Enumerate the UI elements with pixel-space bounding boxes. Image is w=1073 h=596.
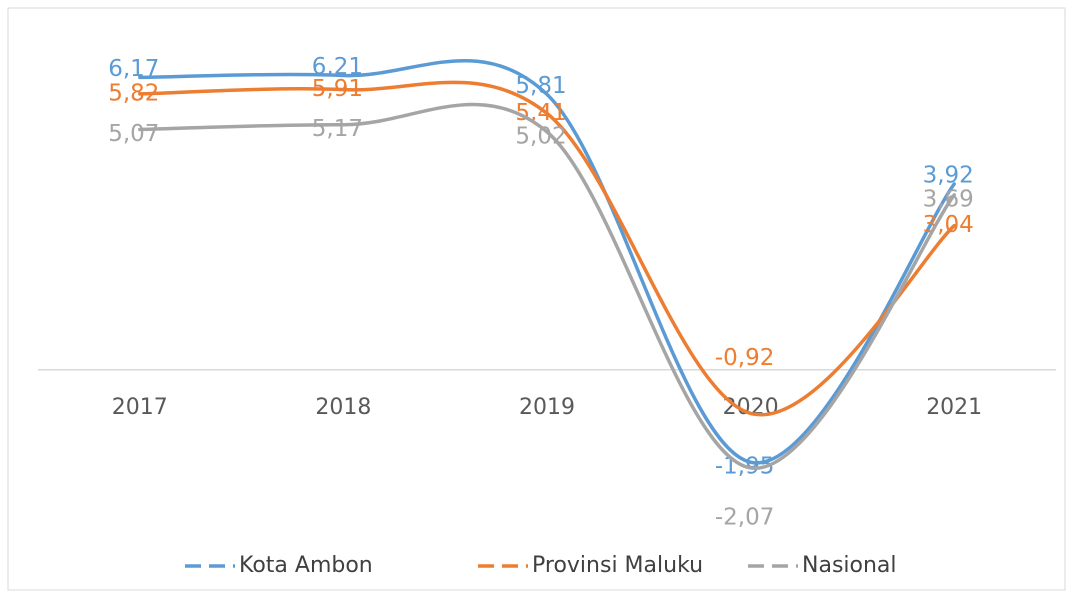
data-label: 6,21 — [312, 54, 363, 80]
data-label: -0,92 — [715, 345, 775, 371]
x-tick-label: 2020 — [723, 395, 779, 420]
data-label: 5,07 — [108, 121, 159, 147]
data-label: 6,17 — [108, 56, 159, 82]
x-tick-label: 2017 — [112, 395, 168, 420]
series-line — [138, 80, 956, 417]
legend-label: Provinsi Maluku — [532, 553, 703, 578]
series-line — [138, 59, 956, 465]
data-label: 5,17 — [312, 116, 363, 142]
data-label: 5,82 — [108, 80, 159, 106]
data-label: 3,69 — [923, 186, 974, 212]
x-tick-label: 2018 — [315, 395, 371, 420]
legend-label: Nasional — [802, 553, 897, 578]
x-tick-label: 2021 — [926, 395, 982, 420]
data-label: 5,41 — [515, 100, 566, 126]
data-label: -2,07 — [715, 504, 775, 530]
legend-label: Kota Ambon — [239, 553, 373, 578]
series-line — [138, 102, 956, 470]
data-label: 3,92 — [923, 162, 974, 188]
data-label: 5,81 — [515, 73, 566, 99]
data-label: 5,91 — [312, 76, 363, 102]
x-tick-label: 2019 — [519, 395, 575, 420]
data-label: 5,02 — [515, 123, 566, 149]
